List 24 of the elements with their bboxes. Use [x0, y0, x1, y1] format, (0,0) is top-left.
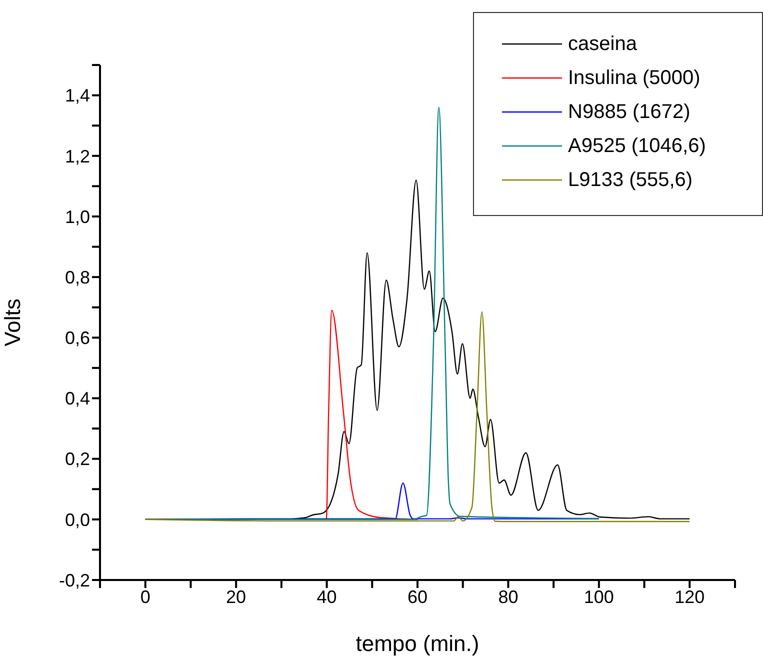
legend-label: caseina [568, 32, 637, 56]
x-axis-title: tempo (min.) [356, 631, 480, 656]
y-tick-label: 0,6 [64, 328, 90, 348]
y-tick-label: 0,0 [64, 510, 90, 530]
y-tick-label: 1,4 [64, 86, 90, 106]
y-tick-label: 1,0 [64, 206, 90, 227]
x-tick-label: 80 [498, 586, 518, 607]
x-tick-label: 120 [674, 586, 705, 607]
x-tick-label: 60 [407, 586, 428, 607]
y-tick-label: 0,4 [64, 388, 90, 409]
y-tick-label: 1,2 [64, 146, 90, 166]
y-tick-label: -0,2 [58, 570, 90, 590]
x-tick-label: 0 [140, 586, 150, 607]
y-tick-label: 0,2 [64, 449, 90, 470]
x-tick-label: 20 [226, 586, 246, 607]
legend-label: L9133 (555,6) [568, 168, 693, 192]
line-series [144, 311, 690, 522]
legend-label: Insulina (5000) [568, 66, 700, 90]
legend-label: N9885 (1672) [568, 100, 690, 124]
y-tick-label: 0,8 [64, 267, 90, 288]
legend-label: A9525 (1046,6) [568, 134, 706, 158]
x-tick-label: 100 [584, 586, 614, 607]
y-axis-title: Volts [0, 298, 25, 346]
x-tick-label: 40 [316, 586, 337, 607]
